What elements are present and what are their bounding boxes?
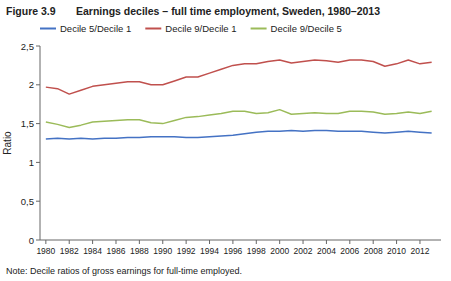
x-tick-label: 2006 [340,246,359,256]
y-tick-label: 0,5 [21,196,34,207]
series-line [46,60,432,94]
y-tick-label: 2,5 [21,41,34,52]
x-tick [419,240,420,244]
x-tick-label: 1988 [130,246,149,256]
legend-label: Decile 9/Decile 5 [271,23,342,34]
y-tick [36,46,40,47]
x-tick [349,240,350,244]
x-tick [115,240,116,244]
x-tick [232,240,233,244]
legend-swatch [251,28,267,30]
x-tick [162,240,163,244]
x-tick-label: 2002 [294,246,313,256]
y-tick [36,84,40,85]
x-tick [279,240,280,244]
x-axis: 1980 1982 1984 1986 1988 1990 1992 1994 1996 1998… [36,240,441,256]
y-tick [36,240,40,241]
legend-swatch [145,28,161,30]
legend-swatch [40,28,56,30]
series-line [46,110,432,128]
y-axis: 0 0,5 1 1,5 2 2,5 [21,41,40,246]
x-tick [209,240,210,244]
y-tick [36,201,40,202]
y-tick [36,123,40,124]
x-tick [69,240,70,244]
x-tick-label: 1990 [153,246,172,256]
x-tick-label: 1986 [107,246,126,256]
x-axis-line [40,240,441,241]
x-tick [396,240,397,244]
x-tick [303,240,304,244]
legend-label: Decile 5/Decile 1 [60,23,131,34]
x-tick [326,240,327,244]
x-tick [92,240,93,244]
x-tick-label: 1996 [223,246,242,256]
note: Note: Decile ratios of gross earnings fo… [6,266,242,276]
title: Figure 3.9 [6,5,56,17]
x-tick-label: 1980 [36,246,55,256]
x-tick-label: 2010 [387,246,406,256]
x-tick-label: 2008 [364,246,383,256]
y-tick-label: 2 [29,79,34,90]
legend-label: Decile 9/Decile 1 [165,23,236,34]
x-tick-label: 2012 [410,246,429,256]
x-tick [45,240,46,244]
y-tick-label: 1,5 [21,118,34,129]
x-tick-label: 1998 [247,246,266,256]
x-tick [139,240,140,244]
chart: Figure 3.9 Earnings deciles – full time e… [0,0,451,281]
x-tick-label: 1982 [60,246,79,256]
y-tick [36,162,40,163]
y-axis-line [40,46,41,240]
series-line [46,131,432,140]
x-tick-label: 1994 [200,246,219,256]
x-tick-label: 2000 [270,246,289,256]
y-axis-label: Ratio [2,131,13,155]
y-tick-label: 1 [29,157,34,168]
x-tick-label: 2004 [317,246,336,256]
series-group [46,60,432,139]
x-tick-label: 1984 [83,246,102,256]
x-tick [256,240,257,244]
x-tick [186,240,187,244]
y-tick-label: 0 [29,235,34,246]
legend: Decile 5/Decile 1 Decile 9/Decile 1 Decile… [40,23,342,34]
x-tick [373,240,374,244]
subtitle: Earnings deciles – full time employment,… [76,5,380,17]
x-tick-label: 1992 [177,246,196,256]
